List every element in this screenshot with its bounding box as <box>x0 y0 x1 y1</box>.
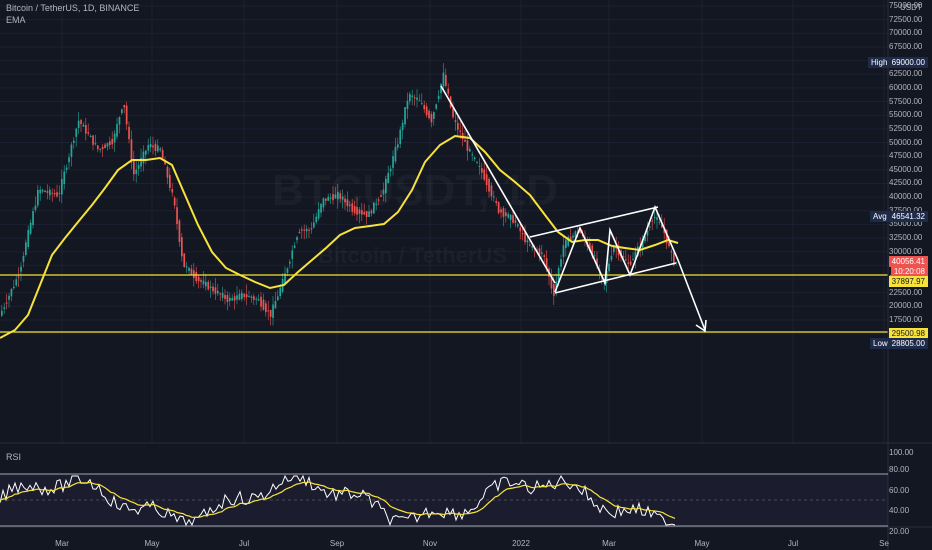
high-tag-name: High <box>868 57 891 68</box>
rsi-ma-line <box>0 481 676 519</box>
watermark-ticker: BTCUSDT, 1D <box>272 166 558 216</box>
price-axis-label: 42500.00 <box>889 178 923 188</box>
time-axis-label: 2022 <box>512 539 530 548</box>
price-axis-label: 55000.00 <box>889 110 923 120</box>
time-axis-label: Jul <box>787 539 799 548</box>
price-axis-label: 62500.00 <box>889 69 923 79</box>
support1-tag: 37897.97 <box>888 276 928 287</box>
price-axis-label: 45000.00 <box>889 164 923 174</box>
rsi-legend[interactable]: RSI <box>6 452 22 462</box>
price-axis-label: 47500.00 <box>889 151 923 161</box>
price-axis-label: 60000.00 <box>889 82 923 92</box>
price-axis-label: 32500.00 <box>889 233 923 243</box>
rsi-axis-label: 40.00 <box>889 506 910 515</box>
support2-tag: 29500.98 <box>888 328 928 339</box>
price-axis-label: 17500.00 <box>889 314 923 324</box>
avg-tag-name: Avg <box>870 211 890 222</box>
watermark-name: Bitcoin / TetherUS <box>318 243 507 269</box>
currency-label[interactable]: USDT <box>900 3 922 12</box>
rsi-axis-label: 20.00 <box>889 527 910 536</box>
target-arrowhead <box>695 319 707 333</box>
rsi-axis-label: 60.00 <box>889 486 910 495</box>
low-tag-value: 28805.00 <box>888 338 928 349</box>
time-axis-label: May <box>144 539 160 548</box>
channel-upper <box>529 206 659 238</box>
high-tag-value: 69000.00 <box>888 57 928 68</box>
ema-line <box>0 134 679 339</box>
indicator-legend[interactable]: EMA <box>6 15 26 25</box>
time-axis-label: Se <box>879 539 889 548</box>
price-axis-label: 20000.00 <box>889 301 923 311</box>
time-axis-label: Nov <box>422 539 438 548</box>
price-axis-label: 30000.00 <box>889 246 923 256</box>
price-axis-label: 70000.00 <box>889 28 923 38</box>
trend-drawings[interactable] <box>440 85 707 333</box>
zigzag-pattern <box>554 204 706 331</box>
price-axis-label: 37500.00 <box>889 206 932 215</box>
low-tag-name: Low <box>870 338 891 349</box>
time-axis-label: Sep <box>329 539 345 548</box>
price-axis-label: 22500.00 <box>889 287 923 297</box>
time-axis-label: Jul <box>238 539 250 548</box>
avg-tag-value: 46541.32 <box>888 211 928 222</box>
time-axis-label: Mar <box>602 539 616 548</box>
rsi-axis-label: 80.00 <box>889 465 910 474</box>
price-axis-label: 75000.00 <box>889 1 923 10</box>
last-price-tag: 40056.41 <box>888 256 928 267</box>
symbol-legend[interactable]: Bitcoin / TetherUS, 1D, BINANCE <box>6 3 140 13</box>
price-axis-label: 57500.00 <box>889 96 923 106</box>
price-axis-label: 35000.00 <box>889 219 923 229</box>
time-axis-label: Mar <box>55 539 69 548</box>
price-axis-label: 72500.00 <box>889 14 923 24</box>
rsi-panel <box>0 473 888 527</box>
price-axis-label: 40000.00 <box>889 192 923 202</box>
price-axis-label: 50000.00 <box>889 137 923 147</box>
channel-lower <box>554 262 677 294</box>
time-axis-label: May <box>694 539 710 548</box>
rsi-axis-label: 100.00 <box>889 448 914 457</box>
price-axis-label: 67500.00 <box>889 41 923 51</box>
rsi-line <box>0 474 676 527</box>
downtrend-line <box>440 85 556 284</box>
price-axis-label: 52500.00 <box>889 123 923 133</box>
countdown-tag: 10:20:08 <box>890 266 928 277</box>
